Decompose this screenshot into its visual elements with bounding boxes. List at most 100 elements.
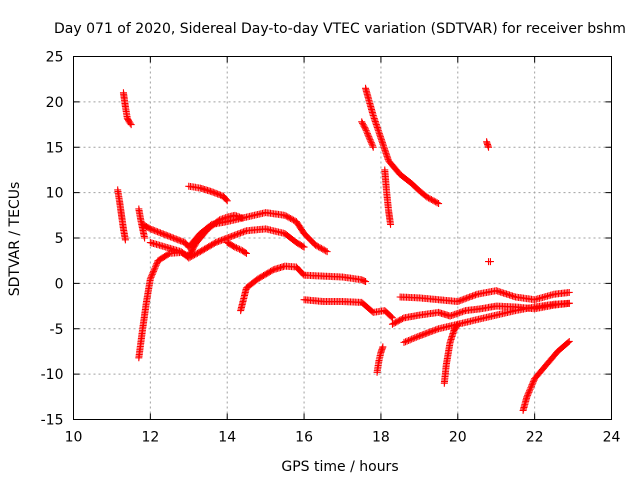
data-point (432, 326, 440, 334)
data-point (148, 272, 156, 280)
data-point (415, 332, 423, 340)
data-point (387, 220, 395, 228)
data-point (433, 199, 441, 207)
data-point (360, 122, 368, 130)
x-axis-label: GPS time / hours (281, 459, 398, 475)
data-point (565, 337, 573, 345)
data-point (463, 294, 471, 302)
data-point (367, 139, 375, 147)
data-point (399, 315, 407, 323)
data-point (529, 378, 537, 386)
data-point (411, 334, 419, 342)
data-point (458, 296, 466, 304)
data-point (464, 294, 472, 302)
data-point (237, 229, 245, 237)
data-point (362, 127, 370, 135)
series-arc-14 (373, 343, 387, 376)
data-point (426, 328, 434, 336)
data-point (486, 258, 494, 266)
series-arc-21 (519, 337, 573, 414)
data-point (406, 336, 414, 344)
series-arc-11 (358, 118, 377, 151)
data-point (435, 200, 443, 208)
data-point (461, 295, 469, 303)
data-point (364, 131, 372, 139)
data-point (414, 333, 422, 341)
data-point (472, 291, 480, 299)
data-point (146, 275, 154, 283)
data-point (564, 338, 572, 346)
data-point (405, 336, 413, 344)
data-point (565, 288, 573, 296)
data-point (527, 384, 535, 392)
data-point (358, 118, 366, 126)
data-point (228, 232, 236, 240)
data-point (526, 385, 534, 393)
y-tick-label: -15 (41, 413, 64, 429)
x-tick-label: 12 (141, 430, 159, 446)
data-point (403, 337, 411, 345)
series-arc-12 (362, 84, 443, 208)
y-tick-label: 0 (55, 276, 64, 292)
data-point (429, 327, 437, 335)
data-point (388, 314, 396, 322)
series-arc-9 (237, 262, 370, 315)
series-arc-15 (388, 299, 573, 328)
data-point (460, 295, 468, 303)
data-point (151, 263, 159, 271)
data-point (527, 382, 535, 390)
data-point (412, 333, 420, 341)
data-point (369, 142, 377, 150)
data-points (114, 84, 573, 414)
data-point (148, 270, 156, 278)
y-tick-label: 5 (55, 231, 64, 247)
data-point (150, 266, 158, 274)
data-point (430, 326, 438, 334)
data-point (152, 261, 160, 269)
x-tick-label: 22 (526, 430, 544, 446)
data-point (565, 299, 573, 307)
data-point (408, 335, 416, 343)
data-point (242, 249, 250, 257)
data-point (241, 227, 249, 235)
data-point (454, 298, 462, 306)
data-point (241, 249, 249, 257)
data-point (222, 196, 230, 204)
data-point (127, 121, 135, 129)
data-point (427, 328, 435, 336)
data-point (454, 320, 462, 328)
data-point (467, 292, 475, 300)
data-point (453, 321, 461, 329)
data-point (469, 292, 477, 300)
data-point (225, 233, 233, 241)
series-arc-20 (485, 258, 494, 266)
data-point (226, 233, 234, 241)
data-point (470, 291, 478, 299)
data-point (366, 136, 374, 144)
y-tick-label: 15 (46, 140, 64, 156)
data-point (164, 250, 172, 258)
data-point (149, 269, 157, 277)
data-point (231, 243, 239, 251)
series-arc-2 (119, 89, 135, 129)
data-point (232, 244, 240, 252)
data-point (232, 231, 240, 239)
data-point (362, 278, 370, 286)
series-arc-10 (300, 296, 396, 322)
series-arc-19 (483, 138, 493, 151)
data-point (358, 119, 366, 127)
data-point (409, 335, 417, 343)
data-point (485, 143, 493, 151)
series-arc-17 (400, 299, 573, 346)
data-point (466, 293, 474, 301)
data-point (126, 119, 134, 127)
series-arc-18 (440, 320, 462, 387)
series-arc-16 (396, 287, 573, 306)
data-point (229, 232, 237, 240)
series-arc-6 (146, 225, 308, 262)
y-tick-label: 25 (46, 50, 64, 66)
data-point (121, 236, 129, 244)
data-point (363, 128, 371, 136)
y-tick-label: 10 (46, 186, 64, 202)
